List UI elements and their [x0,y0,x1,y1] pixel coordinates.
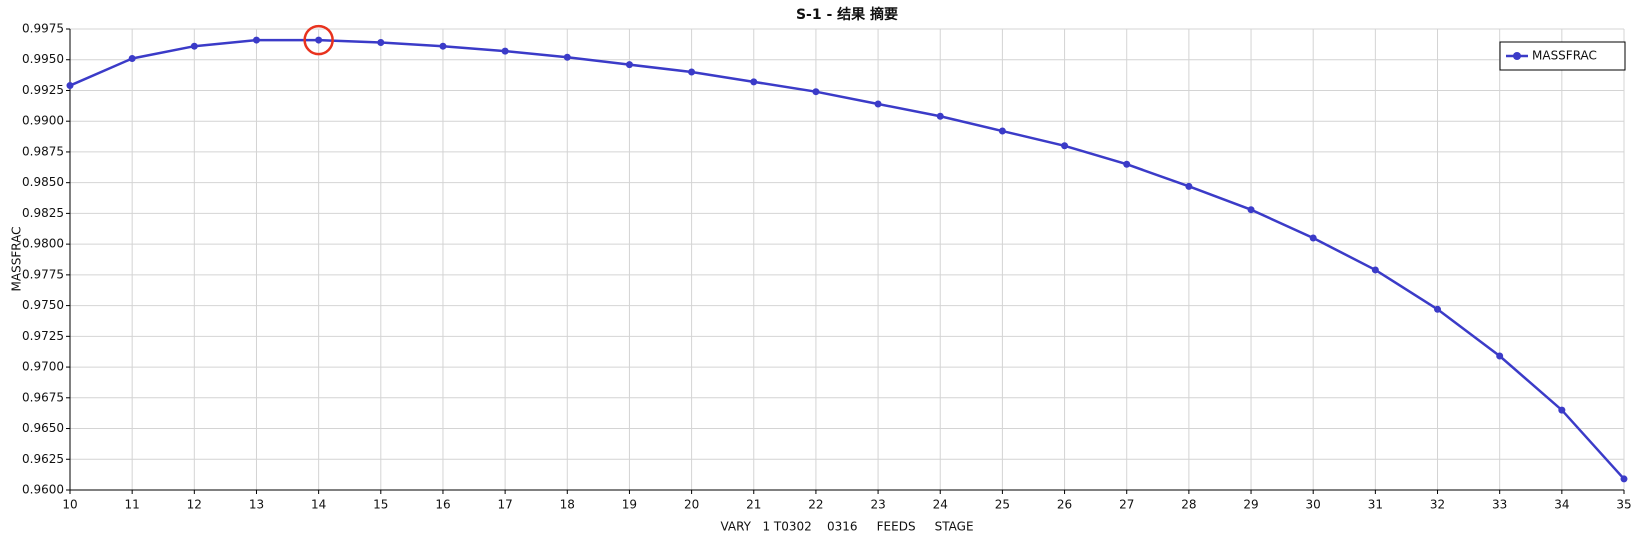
data-point [1123,160,1131,168]
x-tick-label: 12 [187,498,202,512]
x-tick-label: 25 [995,498,1010,512]
y-tick-label: 0.9650 [22,421,64,435]
x-tick-label: 18 [560,498,575,512]
x-tick-label: 24 [933,498,948,512]
data-line [69,38,1625,480]
data-point [625,61,633,69]
data-point [1371,266,1379,274]
x-tick-label: 27 [1119,498,1134,512]
y-tick-label: 0.9975 [22,22,64,36]
y-tick-label: 0.9775 [22,267,64,281]
y-tick-label: 0.9675 [22,390,64,404]
data-point [377,39,385,47]
x-tick-label: 10 [62,498,77,512]
data-point [1247,206,1255,214]
data-point [563,53,571,61]
data-point [1185,182,1193,190]
y-tick-label: 0.9625 [22,452,64,466]
data-point [66,82,74,90]
data-point [1496,352,1504,360]
data-point [812,88,820,96]
x-tick-label: 15 [373,498,388,512]
data-point [1061,142,1069,150]
chart-title: S-1 - 结果 摘要 [796,6,898,23]
y-tick-label: 0.9925 [22,83,64,97]
data-point [874,100,882,108]
x-tick-label: 16 [435,498,450,512]
y-tick-label: 0.9950 [22,52,64,66]
data-point [190,42,198,50]
x-axis-label: VARY 1 T0302 0316 FEEDS STAGE [720,520,973,534]
x-tick-label: 26 [1057,498,1072,512]
x-tick-label: 34 [1554,498,1569,512]
data-point [1309,234,1317,242]
y-axis-label: MASSFRAC [10,227,24,292]
x-tick-label: 29 [1243,498,1258,512]
y-tick-label: 0.9750 [22,298,64,312]
x-tick-label: 31 [1368,498,1383,512]
data-point [439,42,447,50]
data-point [252,36,260,44]
data-point [501,47,509,55]
data-point [1434,305,1442,313]
x-tick-label: 20 [684,498,699,512]
x-tick-label: 13 [249,498,264,512]
data-point [688,68,696,76]
data-point [936,112,944,120]
y-tick-label: 0.9900 [22,114,64,128]
y-tick-label: 0.9725 [22,329,64,343]
data-point [315,36,323,44]
x-tick-label: 21 [746,498,761,512]
data-point [750,78,758,86]
y-tick-label: 0.9700 [22,360,64,374]
y-tick-label: 0.9850 [22,175,64,189]
y-tick-label: 0.9800 [22,237,64,251]
x-tick-label: 19 [622,498,637,512]
data-point [1558,406,1566,414]
x-tick-label: 28 [1181,498,1196,512]
legend-marker [1513,52,1521,60]
data-point [128,55,136,63]
data-point [998,127,1006,135]
x-tick-label: 14 [311,498,326,512]
data-point [1620,475,1628,483]
x-tick-label: 17 [497,498,512,512]
x-tick-label: 32 [1430,498,1445,512]
x-tick-label: 23 [870,498,885,512]
x-tick-label: 30 [1306,498,1321,512]
x-tick-label: 35 [1616,498,1631,512]
y-tick-label: 0.9600 [22,483,64,497]
highlight-circle [303,24,334,56]
x-tick-label: 22 [808,498,823,512]
x-tick-label: 33 [1492,498,1507,512]
legend-label: MASSFRAC [1532,49,1597,63]
x-tick-label: 11 [125,498,140,512]
y-tick-label: 0.9875 [22,144,64,158]
y-tick-label: 0.9825 [22,206,64,220]
